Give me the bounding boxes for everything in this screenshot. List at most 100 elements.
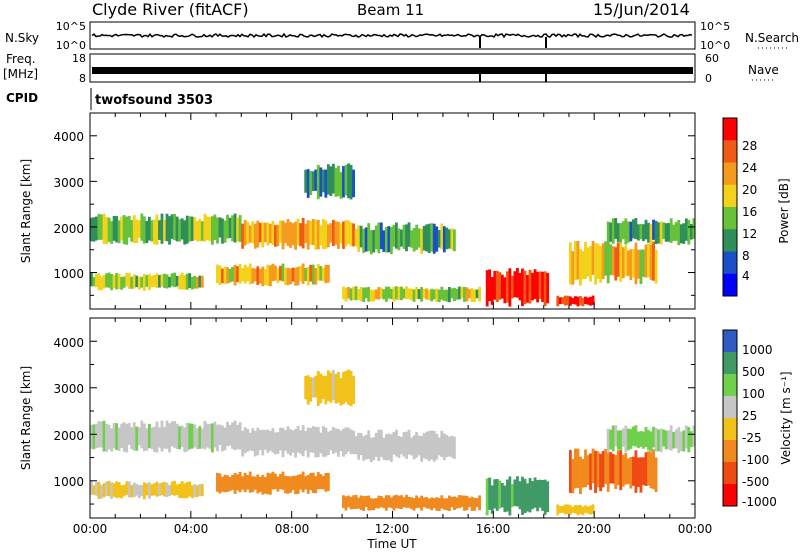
velocity-echo-cell [420, 436, 424, 462]
power-echo-cell [510, 275, 514, 299]
velocity-echo-cell [198, 483, 202, 497]
power-echo-cell [158, 220, 161, 240]
velocity-echo-cell [422, 433, 426, 459]
velocity-echo-cell [374, 498, 378, 509]
velocity-echo-cell [629, 457, 633, 489]
power-echo-cell [397, 228, 401, 251]
velocity-echo-cell [400, 495, 403, 510]
velocity-echo-cell [616, 430, 620, 450]
nsky-left-tick-top: 10^5 [56, 20, 86, 33]
power-colorbar-swatch [723, 118, 737, 141]
velocity-echo-cell [122, 484, 126, 497]
velocity-colorbar-swatch [723, 352, 737, 375]
power-echo-cell [652, 241, 655, 281]
power-echo-cell [200, 221, 204, 241]
power-echo-cell [437, 289, 441, 303]
power-echo-cell [132, 274, 136, 289]
velocity-echo-cell [538, 479, 542, 508]
power-cb-28: 28 [742, 139, 757, 153]
velocity-echo-cell [316, 427, 320, 458]
power-echo-cell [642, 224, 645, 242]
velocity-echo-cell [437, 437, 441, 456]
power-echo-cell [432, 289, 436, 300]
freq-left-tick-top: 18 [72, 52, 86, 65]
power-echo-cell [619, 242, 623, 282]
power-echo-cell [468, 289, 471, 299]
velocity-echo-cell [188, 481, 192, 497]
nave-right-label: Nave [748, 63, 779, 77]
power-echo-cell [258, 222, 262, 243]
velocity-echo-cell [311, 472, 315, 494]
time-tick-1200: 12:00 [375, 522, 410, 536]
velocity-echo-cell [571, 506, 575, 513]
power-echo-cell [216, 264, 219, 284]
power-echo-cell [261, 222, 265, 248]
power-echo-cell [619, 223, 623, 243]
power-echo-cell [236, 266, 240, 283]
power-echo-cell [523, 270, 527, 305]
power-echo-cell [352, 223, 355, 247]
velocity-echo-cell [238, 422, 242, 450]
velocity-echo-cell [147, 482, 151, 499]
power-echo-cell [107, 272, 111, 288]
power-echo-cell [289, 268, 292, 285]
velocity-echo-cell [112, 483, 116, 497]
velocity-echo-cell [168, 423, 171, 453]
power-echo-cell [589, 296, 592, 306]
power-echo-cell [294, 221, 298, 250]
velocity-echo-cell [425, 431, 429, 460]
velocity-echo-cell [324, 375, 328, 405]
power-echo-cell [311, 218, 315, 245]
power-echo-cell [621, 247, 625, 279]
velocity-echo-cell [674, 429, 678, 449]
power-echo-cell [349, 288, 353, 301]
power-echo-cell [198, 275, 202, 288]
velocity-echo-cell [425, 497, 429, 509]
power-echo-cell [644, 219, 648, 240]
power-echo-cell [284, 222, 287, 244]
time-tick-0400: 04:00 [174, 522, 209, 536]
velocity-echo-cell [516, 476, 519, 507]
velocity-echo-cell [631, 426, 635, 446]
power-echo-cell [90, 217, 93, 242]
velocity-echo-cell [228, 476, 232, 492]
velocity-echo-cell [332, 369, 335, 401]
power-colorbar-swatch [723, 140, 737, 163]
power-echo-cell [316, 264, 320, 281]
power-echo-cell [92, 277, 96, 287]
power-echo-cell [165, 274, 169, 289]
velocity-echo-cell [274, 473, 277, 490]
power-echo-cell [324, 220, 328, 249]
velocity-echo-cell [158, 427, 161, 448]
velocity-echo-cell [395, 429, 398, 457]
velocity-echo-cell [626, 428, 630, 451]
power-echo-cell [626, 250, 630, 276]
power-echo-cell [306, 266, 310, 286]
power-echo-cell [319, 167, 323, 197]
power-echo-cell [518, 272, 522, 301]
power-echo-cell [349, 222, 353, 247]
power-echo-cell [609, 244, 613, 276]
velocity-echo-cell [324, 473, 328, 492]
power-echo-cell [266, 222, 270, 246]
power-echo-cell [160, 274, 164, 287]
velocity-echo-cell [140, 485, 144, 497]
power-echo-cell [258, 268, 262, 284]
velocity-echo-cell [253, 476, 257, 490]
power-echo-cell [271, 263, 275, 282]
power-echo-cell [347, 286, 350, 299]
power-echo-cell [682, 223, 686, 244]
power-echo-cell [193, 217, 197, 240]
power-echo-cell [440, 223, 444, 250]
power-echo-cell [667, 223, 671, 242]
velocity-echo-cell [306, 427, 310, 458]
power-echo-cell [568, 242, 572, 285]
power-echo-cell [447, 229, 451, 249]
power-echo-cell [513, 271, 517, 298]
velocity-echo-cell [168, 485, 171, 496]
power-echo-cell [372, 229, 376, 253]
velocity-echo-cell [344, 427, 348, 455]
velocity-echo-cell [137, 485, 141, 499]
power-echo-cell [226, 267, 229, 284]
velocity-echo-cell [334, 373, 338, 404]
